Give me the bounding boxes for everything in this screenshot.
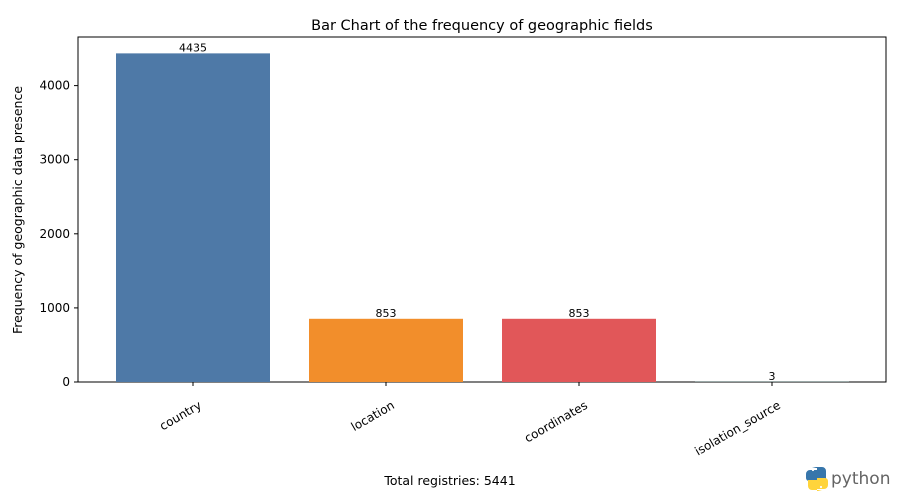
bar-country	[116, 53, 270, 383]
bar-location	[309, 318, 463, 382]
y-tick-label: 4000	[39, 79, 70, 93]
y-axis-ticks: 0 1000 2000 3000 4000	[39, 79, 78, 389]
x-tick-label-coordinates: coordinates	[522, 398, 590, 445]
x-axis-ticks: country location coordinates isolation_sour…	[157, 382, 783, 458]
x-axis-label: Total registries: 5441	[383, 473, 515, 488]
y-tick-label: 2000	[39, 227, 70, 241]
chart-title: Bar Chart of the frequency of geographic…	[311, 18, 653, 34]
bars-group	[116, 53, 849, 383]
value-label-location: 853	[376, 307, 397, 320]
python-logo: python	[806, 467, 890, 491]
python-logo-icon	[806, 467, 828, 491]
x-tick-label-isolation-source: isolation_source	[692, 398, 783, 458]
y-tick-label: 0	[62, 375, 70, 389]
value-labels-group: 4435 853 853 3	[179, 41, 776, 382]
bar-coordinates	[502, 318, 656, 382]
value-label-country: 4435	[179, 41, 207, 54]
y-tick-label: 3000	[39, 153, 70, 167]
plot-area: 4435 853 853 3 0 1000 2000 3000 4000 country loc…	[39, 36, 887, 458]
value-label-coordinates: 853	[569, 307, 590, 320]
x-tick-label-country: country	[157, 398, 204, 433]
y-tick-label: 1000	[39, 301, 70, 315]
python-logo-text: python	[831, 469, 890, 489]
value-label-isolation-source: 3	[769, 370, 776, 383]
x-tick-label-location: location	[349, 398, 397, 434]
y-axis-label: Frequency of geographic data presence	[10, 86, 25, 334]
